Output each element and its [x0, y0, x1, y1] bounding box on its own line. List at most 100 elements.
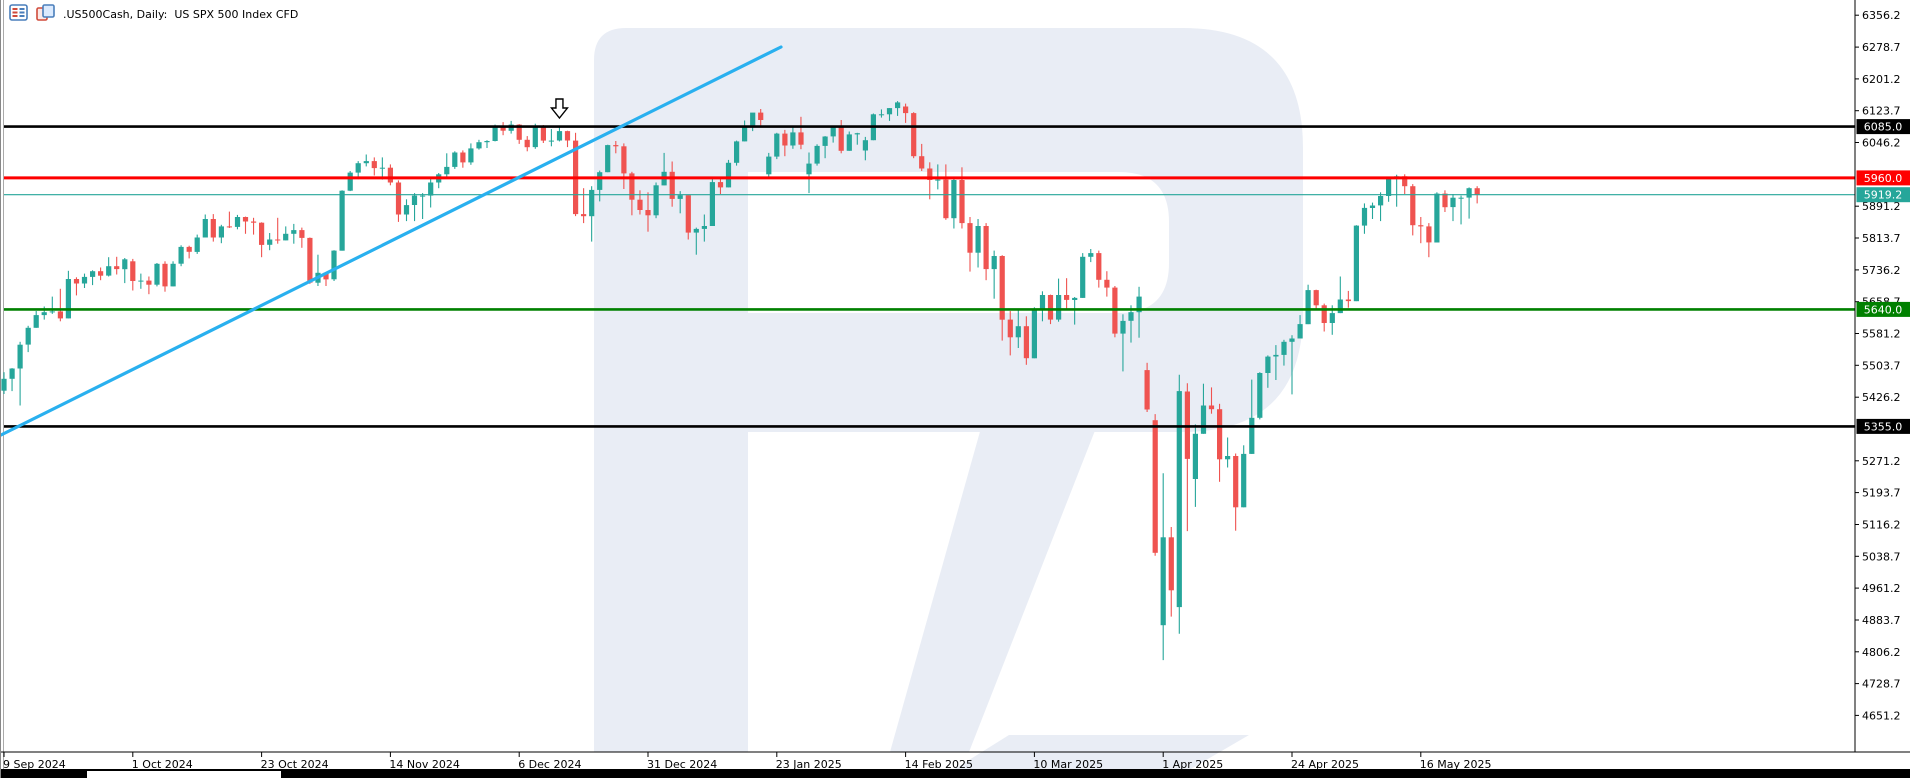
bear-candle — [242, 217, 249, 222]
chart-windows-icon[interactable] — [36, 4, 55, 25]
horizontal-scrollbar[interactable] — [1, 769, 1910, 778]
bear-candle — [323, 272, 329, 280]
bull-candle — [33, 315, 39, 328]
bull-candle — [170, 263, 176, 287]
bull-candle — [468, 148, 474, 163]
bear-candle — [275, 239, 281, 241]
bear-candle — [637, 199, 643, 210]
bear-candle — [387, 167, 393, 183]
bull-candle — [878, 114, 885, 116]
candles-layer — [1, 101, 1480, 661]
down-arrow-marker[interactable] — [549, 98, 569, 120]
quotes-list-icon[interactable] — [9, 4, 28, 25]
price-tick-label: 6278.7 — [1862, 41, 1901, 54]
price-tick-label: 5581.2 — [1862, 328, 1901, 341]
scrollbar-track — [1, 769, 1910, 771]
bull-candle — [154, 263, 160, 285]
bull-candle — [1080, 256, 1086, 298]
bear-candle — [1321, 305, 1327, 323]
date-tick-label: 23 Jan 2025 — [776, 758, 842, 771]
bear-candle — [1104, 279, 1110, 288]
bear-candle — [999, 256, 1005, 320]
bull-candle — [1281, 341, 1287, 355]
bull-candle — [822, 136, 828, 146]
bull-candle — [1072, 297, 1078, 300]
bear-candle — [162, 263, 168, 287]
bull-candle — [41, 312, 47, 316]
bear-candle — [621, 146, 627, 174]
bear-candle — [564, 131, 571, 141]
bull-candle — [766, 156, 772, 175]
price-tick-label: 5503.7 — [1862, 359, 1901, 372]
bull-candle — [1039, 295, 1046, 310]
bull-candle — [1329, 313, 1335, 323]
date-tick-label: 14 Nov 2024 — [389, 758, 459, 771]
bear-candle — [540, 127, 546, 141]
date-tick-label: 24 Apr 2025 — [1291, 758, 1359, 771]
bull-candle — [1088, 253, 1094, 257]
bull-candle — [1466, 188, 1472, 198]
scrollbar-thumb[interactable] — [87, 771, 281, 778]
bear-candle — [838, 127, 844, 151]
bull-candle — [597, 172, 603, 190]
bear-candle — [1217, 409, 1223, 460]
bear-candle — [645, 210, 651, 216]
bull-candle — [411, 195, 418, 205]
bear-candle — [911, 113, 917, 157]
price-tick-label: 5116.2 — [1862, 519, 1901, 532]
bear-candle — [959, 180, 965, 224]
bear-candle — [299, 230, 305, 238]
bull-candle — [17, 344, 23, 369]
price-badge — [1856, 170, 1910, 186]
bear-candle — [758, 112, 764, 120]
bull-candle — [895, 102, 901, 109]
price-tick-label: 5271.2 — [1862, 455, 1901, 468]
bull-candle — [81, 276, 88, 284]
bull-candle — [1434, 193, 1440, 243]
bear-candle — [613, 145, 619, 147]
bull-candle — [653, 185, 659, 216]
bull-candle — [1136, 296, 1142, 313]
bear-candle — [919, 156, 925, 169]
bull-candle — [428, 182, 434, 196]
price-tick-label: 5193.7 — [1862, 487, 1901, 500]
bull-candle — [1265, 356, 1271, 373]
price-tick-label: 5426.2 — [1862, 391, 1901, 404]
price-badge-label: 5640.0 — [1864, 303, 1903, 316]
bull-candle — [1128, 312, 1134, 321]
price-badge-label: 5919.2 — [1864, 189, 1903, 202]
bull-candle — [194, 237, 200, 252]
bear-candle — [1442, 193, 1448, 208]
watermark-r-body — [594, 28, 1303, 752]
bull-candle — [420, 195, 426, 197]
bull-candle — [951, 180, 957, 219]
bull-candle — [1, 378, 7, 391]
bear-candle — [1152, 420, 1158, 553]
bull-candle — [452, 152, 458, 167]
bear-candle — [1144, 370, 1150, 410]
bull-candle — [1450, 197, 1456, 208]
bear-candle — [146, 280, 152, 285]
bull-candle — [814, 145, 820, 164]
bull-candle — [1120, 320, 1126, 334]
bear-candle — [1168, 537, 1174, 591]
bull-candle — [1200, 405, 1207, 434]
bear-candle — [983, 226, 989, 270]
ascending-trendline[interactable] — [1, 45, 783, 437]
bull-candle — [1031, 309, 1037, 359]
bear-candle — [943, 179, 949, 219]
bear-candle — [1474, 188, 1480, 195]
bull-candle — [935, 179, 941, 181]
bull-candle — [9, 368, 15, 379]
bull-candle — [331, 250, 337, 280]
bull-candle — [403, 205, 410, 215]
bull-candle — [677, 195, 683, 199]
bull-candle — [846, 134, 852, 151]
bull-candle — [1378, 196, 1384, 206]
bull-candle — [347, 172, 353, 191]
bear-candle — [782, 133, 788, 146]
bull-candle — [701, 226, 707, 229]
price-tick-label: 4883.7 — [1862, 614, 1901, 627]
